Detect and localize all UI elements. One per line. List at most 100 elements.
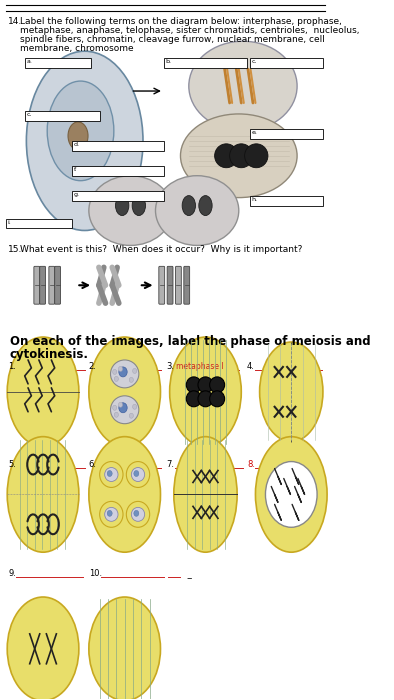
Circle shape xyxy=(134,510,139,517)
Text: Label the following terms on the diagram below: interphase, prophase,: Label the following terms on the diagram… xyxy=(20,18,342,27)
Ellipse shape xyxy=(186,377,201,393)
Ellipse shape xyxy=(68,122,88,150)
Text: 1.: 1. xyxy=(8,362,16,371)
Bar xyxy=(6,218,72,228)
Circle shape xyxy=(129,413,134,418)
Text: a.: a. xyxy=(26,60,32,64)
FancyBboxPatch shape xyxy=(175,266,181,304)
Text: b.: b. xyxy=(165,60,171,64)
FancyBboxPatch shape xyxy=(49,266,55,304)
Ellipse shape xyxy=(170,337,241,447)
Ellipse shape xyxy=(100,461,123,487)
Circle shape xyxy=(133,368,137,373)
Text: cytokinesis.: cytokinesis. xyxy=(10,348,89,361)
Ellipse shape xyxy=(230,144,253,168)
Ellipse shape xyxy=(89,597,160,700)
FancyBboxPatch shape xyxy=(167,266,173,304)
Ellipse shape xyxy=(245,144,268,168)
Ellipse shape xyxy=(110,395,139,423)
Text: h.: h. xyxy=(251,197,257,202)
Ellipse shape xyxy=(189,41,297,131)
Ellipse shape xyxy=(174,437,237,552)
Text: 7.: 7. xyxy=(166,460,174,468)
Circle shape xyxy=(129,377,134,382)
Text: membrane, chromosome: membrane, chromosome xyxy=(20,44,133,53)
Circle shape xyxy=(114,412,119,417)
Circle shape xyxy=(107,510,112,517)
Ellipse shape xyxy=(266,461,317,527)
Ellipse shape xyxy=(255,437,327,552)
FancyBboxPatch shape xyxy=(55,266,61,304)
Text: f.: f. xyxy=(74,167,78,172)
Text: metaphase I: metaphase I xyxy=(177,362,224,371)
Ellipse shape xyxy=(110,360,139,388)
Ellipse shape xyxy=(89,437,160,552)
Ellipse shape xyxy=(198,377,213,393)
Text: 8.: 8. xyxy=(247,460,255,468)
Text: 4.: 4. xyxy=(247,362,255,371)
Ellipse shape xyxy=(131,508,145,522)
Circle shape xyxy=(119,366,123,372)
Text: c.: c. xyxy=(251,60,257,64)
Ellipse shape xyxy=(182,195,195,216)
Ellipse shape xyxy=(100,501,123,527)
Ellipse shape xyxy=(105,508,118,522)
Text: 9.: 9. xyxy=(8,569,16,578)
Text: What event is this?  When does it occur?  Why is it important?: What event is this? When does it occur? … xyxy=(20,246,302,254)
Circle shape xyxy=(119,402,127,413)
Text: i.: i. xyxy=(7,220,11,225)
Circle shape xyxy=(114,377,119,382)
Circle shape xyxy=(133,405,137,409)
Text: 10.: 10. xyxy=(89,569,102,578)
Text: 5.: 5. xyxy=(8,460,16,468)
Circle shape xyxy=(113,405,117,410)
Text: On each of the images, label the phase of meiosis and: On each of the images, label the phase o… xyxy=(10,335,370,348)
Circle shape xyxy=(119,367,127,377)
Bar xyxy=(25,58,91,68)
Text: e.: e. xyxy=(251,130,257,135)
Ellipse shape xyxy=(7,597,79,700)
Text: g.: g. xyxy=(74,192,80,197)
Bar xyxy=(250,58,323,68)
FancyBboxPatch shape xyxy=(159,266,165,304)
Text: metaphase, anaphase, telophase, sister chromatids, centrioles,  nucleolus,: metaphase, anaphase, telophase, sister c… xyxy=(20,27,359,35)
Circle shape xyxy=(107,470,112,477)
Ellipse shape xyxy=(215,144,238,168)
Ellipse shape xyxy=(198,391,213,407)
FancyBboxPatch shape xyxy=(40,266,46,304)
Ellipse shape xyxy=(89,176,172,246)
Ellipse shape xyxy=(26,51,143,230)
Ellipse shape xyxy=(126,461,150,487)
FancyBboxPatch shape xyxy=(184,266,190,304)
Ellipse shape xyxy=(156,176,239,246)
Text: 2.: 2. xyxy=(89,362,97,371)
Ellipse shape xyxy=(89,337,160,447)
Ellipse shape xyxy=(210,377,225,393)
Bar xyxy=(72,141,164,150)
Ellipse shape xyxy=(199,195,212,216)
Text: spindle fibers, chromatin, cleavage furrow, nuclear membrane, cell: spindle fibers, chromatin, cleavage furr… xyxy=(20,35,325,44)
FancyBboxPatch shape xyxy=(34,266,40,304)
Ellipse shape xyxy=(47,81,114,181)
Bar xyxy=(250,195,323,206)
Ellipse shape xyxy=(180,114,297,197)
Ellipse shape xyxy=(132,195,145,216)
Circle shape xyxy=(134,470,139,477)
Ellipse shape xyxy=(115,195,129,216)
Text: d.: d. xyxy=(74,142,80,147)
Bar xyxy=(25,111,100,121)
Bar xyxy=(72,166,164,176)
Ellipse shape xyxy=(186,391,201,407)
Text: _: _ xyxy=(185,569,191,578)
Text: 6.: 6. xyxy=(89,460,97,468)
Circle shape xyxy=(113,370,117,374)
Ellipse shape xyxy=(210,391,225,407)
Bar xyxy=(164,58,247,68)
Circle shape xyxy=(119,402,123,407)
Ellipse shape xyxy=(105,468,118,482)
Ellipse shape xyxy=(7,337,79,447)
Ellipse shape xyxy=(260,342,323,442)
Text: 3.: 3. xyxy=(166,362,174,371)
Ellipse shape xyxy=(7,437,79,552)
Text: c.: c. xyxy=(26,112,32,117)
